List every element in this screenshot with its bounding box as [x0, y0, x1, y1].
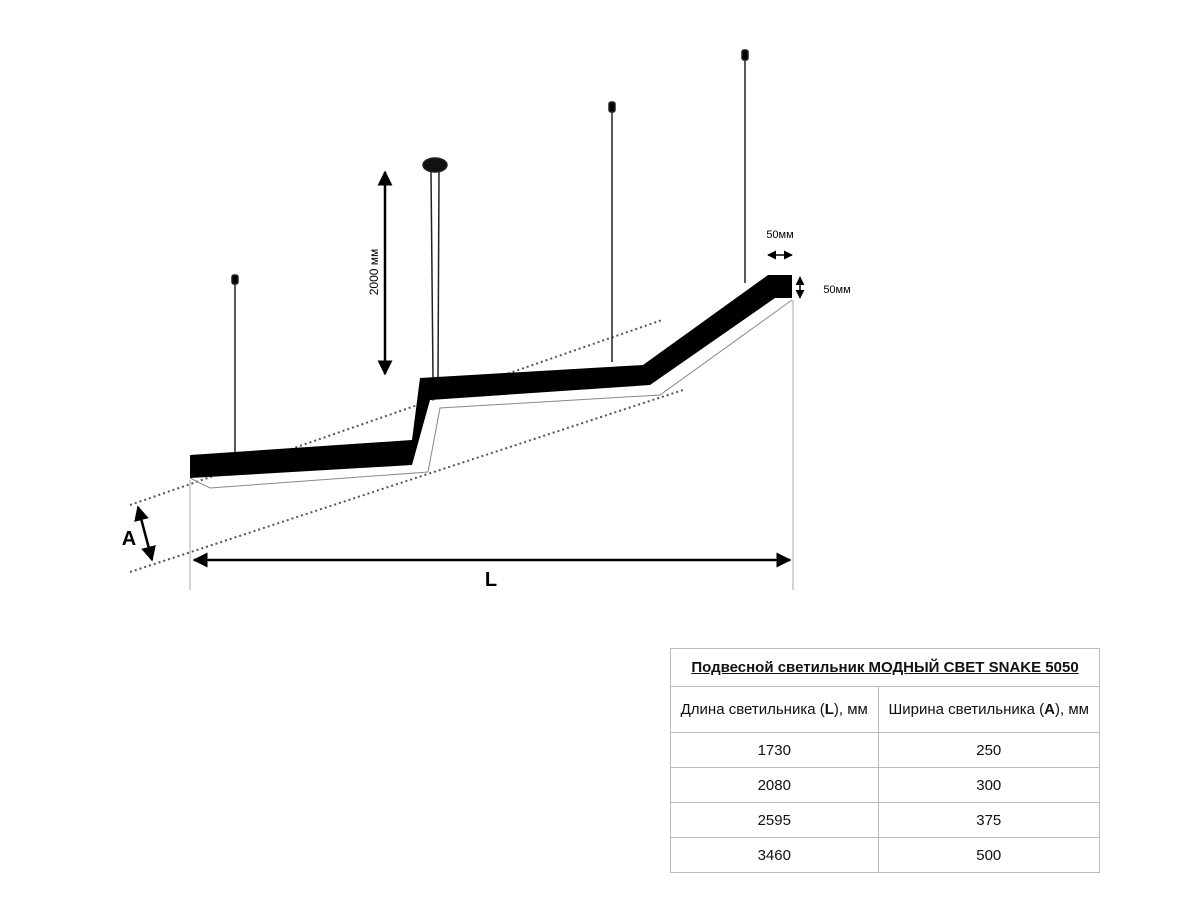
- dimensions: [134, 170, 805, 568]
- size-table: Подвесной светильник МОДНЫЙ СВЕТ SNAKE 5…: [670, 648, 1100, 873]
- table-cell: 500: [877, 837, 1100, 873]
- lamp-outline: [189, 299, 793, 489]
- header-text: ), мм: [1055, 701, 1089, 718]
- a-label: A: [122, 528, 136, 550]
- header-text: ), мм: [833, 701, 868, 718]
- lamp-diagram: 2000 мм 50мм 50мм A L: [122, 49, 851, 591]
- table-cell: 2595: [670, 802, 879, 838]
- header-cell: Длина светильника (L), мм: [670, 686, 879, 733]
- width-label: 50мм: [766, 229, 793, 241]
- table-row: 1730 250: [670, 732, 1100, 768]
- table-cell: 2080: [670, 767, 879, 803]
- wires: [231, 49, 749, 452]
- lamp-body: [190, 275, 792, 478]
- header-cell: Ширина светильника (A), мм: [877, 686, 1100, 733]
- table-row: 2080 300: [670, 767, 1100, 803]
- table-title: Подвесной светильник МОДНЫЙ СВЕТ SNAKE 5…: [670, 648, 1100, 687]
- header-text: Длина светильника (: [680, 701, 825, 718]
- guides: [129, 300, 794, 590]
- table-cell: 1730: [670, 732, 879, 768]
- header-text: Ширина светильника (: [888, 701, 1045, 718]
- table-cell: 3460: [670, 837, 879, 873]
- table-cell: 250: [877, 732, 1100, 768]
- depth-label: 50мм: [823, 284, 850, 296]
- table-row: 3460 500: [670, 837, 1100, 873]
- header-symbol: L: [824, 701, 834, 718]
- header-row: Длина светильника (L), мм Ширина светильн…: [670, 686, 1100, 733]
- l-label: L: [485, 569, 497, 591]
- height-label: 2000 мм: [367, 249, 381, 296]
- table-cell: 375: [877, 802, 1100, 838]
- table-row: 2595 375: [670, 802, 1100, 838]
- header-symbol: A: [1044, 701, 1056, 718]
- table-cell: 300: [877, 767, 1100, 803]
